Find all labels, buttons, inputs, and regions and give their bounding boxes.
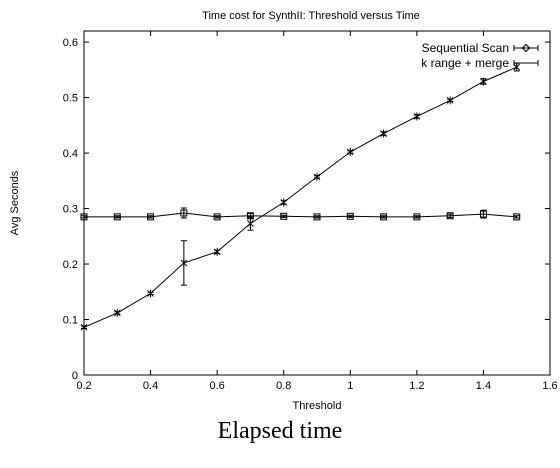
y-axis: 0 0.1 0.2 0.3 0.4 0.5 0.6	[63, 37, 550, 382]
data-point	[413, 112, 421, 121]
chart: Time cost for SynthII: Threshold versus …	[9, 10, 558, 412]
x-tick-label: 0.8	[276, 380, 291, 392]
data-point	[280, 212, 288, 220]
x-axis: 0.2 0.4 0.6 0.8 1 1.2 1.4 1.6	[76, 31, 558, 392]
data-point	[280, 198, 288, 207]
x-tick-label: 0.2	[76, 380, 91, 392]
series-line-sequential-scan	[84, 212, 517, 218]
data-point	[180, 258, 188, 267]
data-point	[213, 247, 221, 256]
x-tick-label: 1	[347, 380, 353, 392]
legend-keys	[513, 43, 539, 66]
series-layer	[80, 62, 521, 332]
y-tick-label: 0.3	[63, 204, 78, 216]
legend-label-k-range-merge: k range + merge	[421, 56, 509, 70]
data-point	[313, 172, 321, 181]
x-tick-label: 1.4	[476, 380, 491, 392]
data-point	[513, 63, 521, 72]
y-tick-label: 0.6	[63, 37, 78, 49]
data-point	[346, 147, 354, 156]
x-tick-label: 0.4	[143, 380, 158, 392]
data-point	[80, 323, 88, 332]
data-point	[479, 210, 487, 218]
series-sequential-scan	[80, 207, 521, 221]
plot-frame	[83, 30, 551, 376]
y-axis-label: Avg Seconds	[9, 170, 21, 235]
series-line-k-range-merge	[83, 66, 517, 328]
data-point	[380, 129, 387, 138]
chart-title: Time cost for SynthII: Threshold versus …	[202, 10, 420, 22]
data-point	[446, 96, 454, 105]
data-point	[180, 209, 188, 217]
y-tick-label: 0.2	[63, 259, 78, 271]
data-point	[113, 308, 121, 317]
data-point	[147, 289, 154, 298]
data-point	[446, 212, 454, 220]
series-k-range-merge	[80, 62, 521, 332]
data-point	[147, 213, 155, 221]
legend: Sequential Scan k range + merge	[421, 41, 539, 70]
y-tick-label: 0.5	[63, 93, 78, 105]
data-point	[513, 213, 521, 221]
data-point	[113, 213, 121, 221]
data-point	[480, 77, 487, 86]
legend-label-sequential-scan: Sequential Scan	[422, 41, 509, 55]
y-tick-label: 0.1	[63, 315, 78, 327]
data-point	[413, 213, 421, 221]
figure-caption: Elapsed time	[217, 418, 343, 444]
data-point	[313, 213, 321, 221]
x-tick-label: 1.2	[409, 380, 424, 392]
y-tick-label: 0.4	[63, 148, 78, 160]
data-point	[346, 212, 354, 220]
data-point	[213, 213, 221, 221]
x-tick-label: 1.6	[542, 380, 557, 392]
y-tick-label: 0	[72, 370, 78, 382]
legend-key-sequential-scan-marker	[521, 43, 531, 53]
data-point	[80, 213, 88, 221]
data-point	[380, 213, 388, 221]
x-axis-label: Threshold	[293, 400, 342, 412]
data-point	[247, 219, 254, 228]
x-tick-label: 0.6	[209, 380, 224, 392]
